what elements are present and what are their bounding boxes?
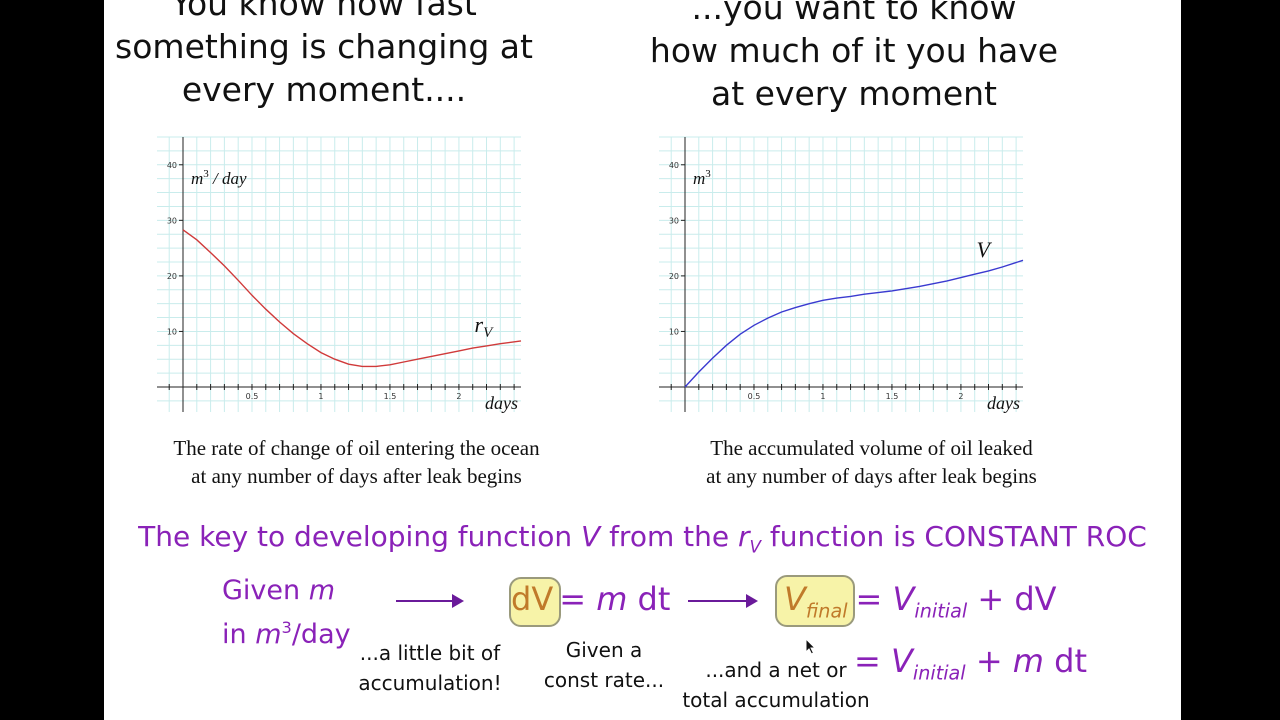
little-bit-note: ...a little bit of accumulation! xyxy=(358,641,502,695)
dv-highlight-box xyxy=(509,577,561,627)
dv-equation: dV = m dt xyxy=(511,580,671,618)
y-tick-label: 40 xyxy=(167,161,177,170)
mouse-cursor-icon xyxy=(805,638,817,655)
x-tick-label: 2 xyxy=(456,392,461,401)
slide: You know how fast something is changing … xyxy=(104,0,1181,720)
x-axis-label: days xyxy=(485,393,518,413)
x-tick-label: 1 xyxy=(820,392,825,401)
y-axis-label: m3 / day xyxy=(191,168,247,188)
x-axis-label: days xyxy=(987,393,1020,413)
series-label: rV xyxy=(475,312,495,341)
const-rate-note: Given a const rate... xyxy=(543,638,665,692)
vfinal-highlight-box xyxy=(775,575,855,627)
x-tick-label: 0.5 xyxy=(748,392,761,401)
y-tick-label: 10 xyxy=(669,327,679,336)
rate-chart: 0.5 1 1.5 2 10 20 30 40 m3 / day days rV xyxy=(157,136,522,413)
net-accumulation-note: ...and a net or total accumulation xyxy=(682,658,870,712)
left-caption: The rate of change of oil entering the o… xyxy=(173,436,540,488)
x-tick-label: 1 xyxy=(318,392,323,401)
x-tick-label: 0.5 xyxy=(246,392,259,401)
x-tick-label: 1.5 xyxy=(384,392,397,401)
volume-chart: 0.5 1 1.5 2 10 20 30 40 m3 days V xyxy=(659,136,1024,413)
y-axis-label: m3 xyxy=(693,168,711,188)
arrow-right-2 xyxy=(688,594,758,608)
y-tick-label: 20 xyxy=(167,272,177,281)
x-tick-label: 2 xyxy=(958,392,963,401)
total-equation: = Vinitial + m dt xyxy=(854,642,1087,685)
x-tick-label: 1.5 xyxy=(886,392,899,401)
right-caption: The accumulated volume of oil leaked at … xyxy=(706,436,1037,488)
y-tick-label: 30 xyxy=(167,216,177,225)
series-line xyxy=(684,259,1024,388)
right-heading: ...you want to know how much of it you h… xyxy=(649,0,1059,113)
given-m-label: Given m in m3/day xyxy=(222,575,351,650)
arrow-right-1 xyxy=(396,594,464,608)
series-label: V xyxy=(977,237,993,262)
y-tick-label: 30 xyxy=(669,216,679,225)
y-tick-label: 10 xyxy=(167,327,177,336)
y-tick-label: 20 xyxy=(669,272,679,281)
series-line xyxy=(182,229,522,368)
key-statement: The key to developing function V from th… xyxy=(138,520,1147,557)
y-tick-label: 40 xyxy=(669,161,679,170)
vfinal-equation: Vfinal = Vinitial + dV xyxy=(784,580,1057,623)
left-heading: You know how fast something is changing … xyxy=(115,0,533,109)
